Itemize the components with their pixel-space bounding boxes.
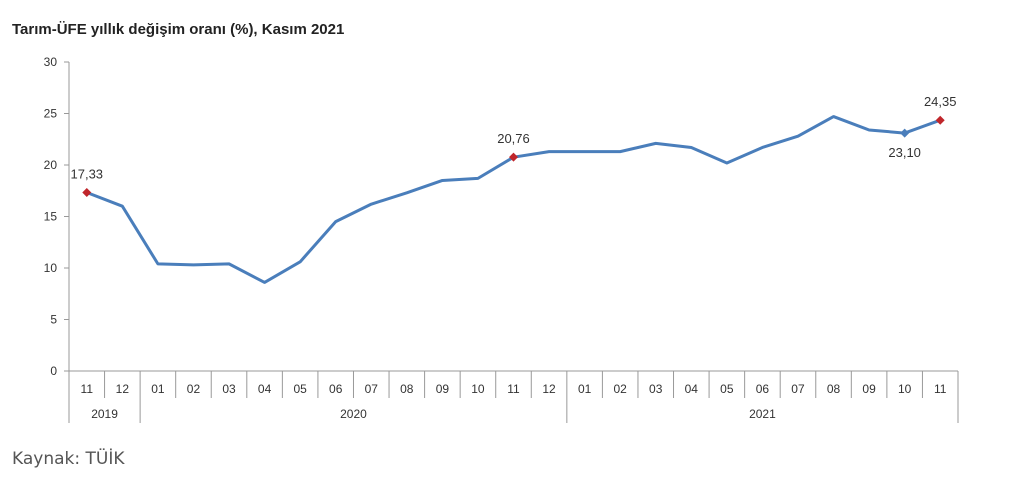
x-tick-label: 11 [507,382,520,396]
x-tick-label: 05 [720,382,734,396]
x-tick-label: 02 [614,382,628,396]
x-tick-label: 08 [400,382,414,396]
data-point-marker [82,188,92,198]
data-label: 17,33 [71,167,104,182]
x-tick-label: 04 [258,382,272,396]
data-label: 24,35 [924,94,957,109]
x-tick-label: 06 [756,382,770,396]
x-tick-label: 01 [151,382,165,396]
x-tick-label: 01 [578,382,592,396]
x-tick-label: 04 [685,382,699,396]
chart-title: Tarım-ÜFE yıllık değişim oranı (%), Kası… [12,21,344,38]
y-tick-label: 5 [50,313,57,327]
x-tick-label: 07 [791,382,805,396]
x-tick-label: 10 [898,382,912,396]
year-label: 2021 [749,407,776,421]
source-note: Kaynak: TÜİK [12,449,125,469]
x-tick-label: 05 [293,382,307,396]
year-label: 2019 [91,407,118,421]
x-tick-label: 06 [329,382,343,396]
data-point-marker [900,128,910,138]
data-point-marker [509,152,518,162]
year-label: 2020 [340,407,367,421]
data-point-marker [935,115,945,125]
x-tick-label: 02 [187,382,201,396]
y-tick-label: 25 [44,107,58,121]
x-tick-label: 03 [222,382,236,396]
line-chart: Tarım-ÜFE yıllık değişim oranı (%), Kası… [12,21,959,423]
x-tick-label: 09 [436,382,450,396]
x-tick-label: 12 [542,382,556,396]
x-tick-label: 08 [827,382,841,396]
data-label: 20,76 [497,131,530,146]
x-tick-label: 12 [116,382,130,396]
y-tick-label: 20 [44,158,58,172]
data-label: 23,10 [888,145,921,160]
x-tick-label: 03 [649,382,663,396]
y-tick-label: 0 [50,364,57,378]
x-tick-label: 10 [471,382,485,396]
y-tick-label: 10 [44,261,58,275]
x-tick-label: 09 [862,382,876,396]
x-tick-label: 11 [934,382,947,396]
x-tick-label: 07 [365,382,379,396]
y-tick-label: 30 [44,55,58,69]
y-tick-label: 15 [44,210,58,224]
x-tick-label: 11 [81,382,94,396]
